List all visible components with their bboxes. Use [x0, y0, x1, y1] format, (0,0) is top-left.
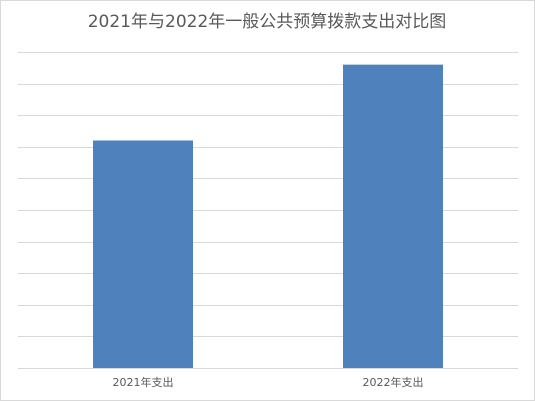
- chart-title: 2021年与2022年一般公共预算拨款支出对比图: [88, 12, 447, 32]
- x-tick-label: 2021年支出: [113, 375, 174, 389]
- x-tick-label: 2022年支出: [363, 375, 424, 389]
- bar: [93, 140, 193, 368]
- bar: [343, 64, 443, 368]
